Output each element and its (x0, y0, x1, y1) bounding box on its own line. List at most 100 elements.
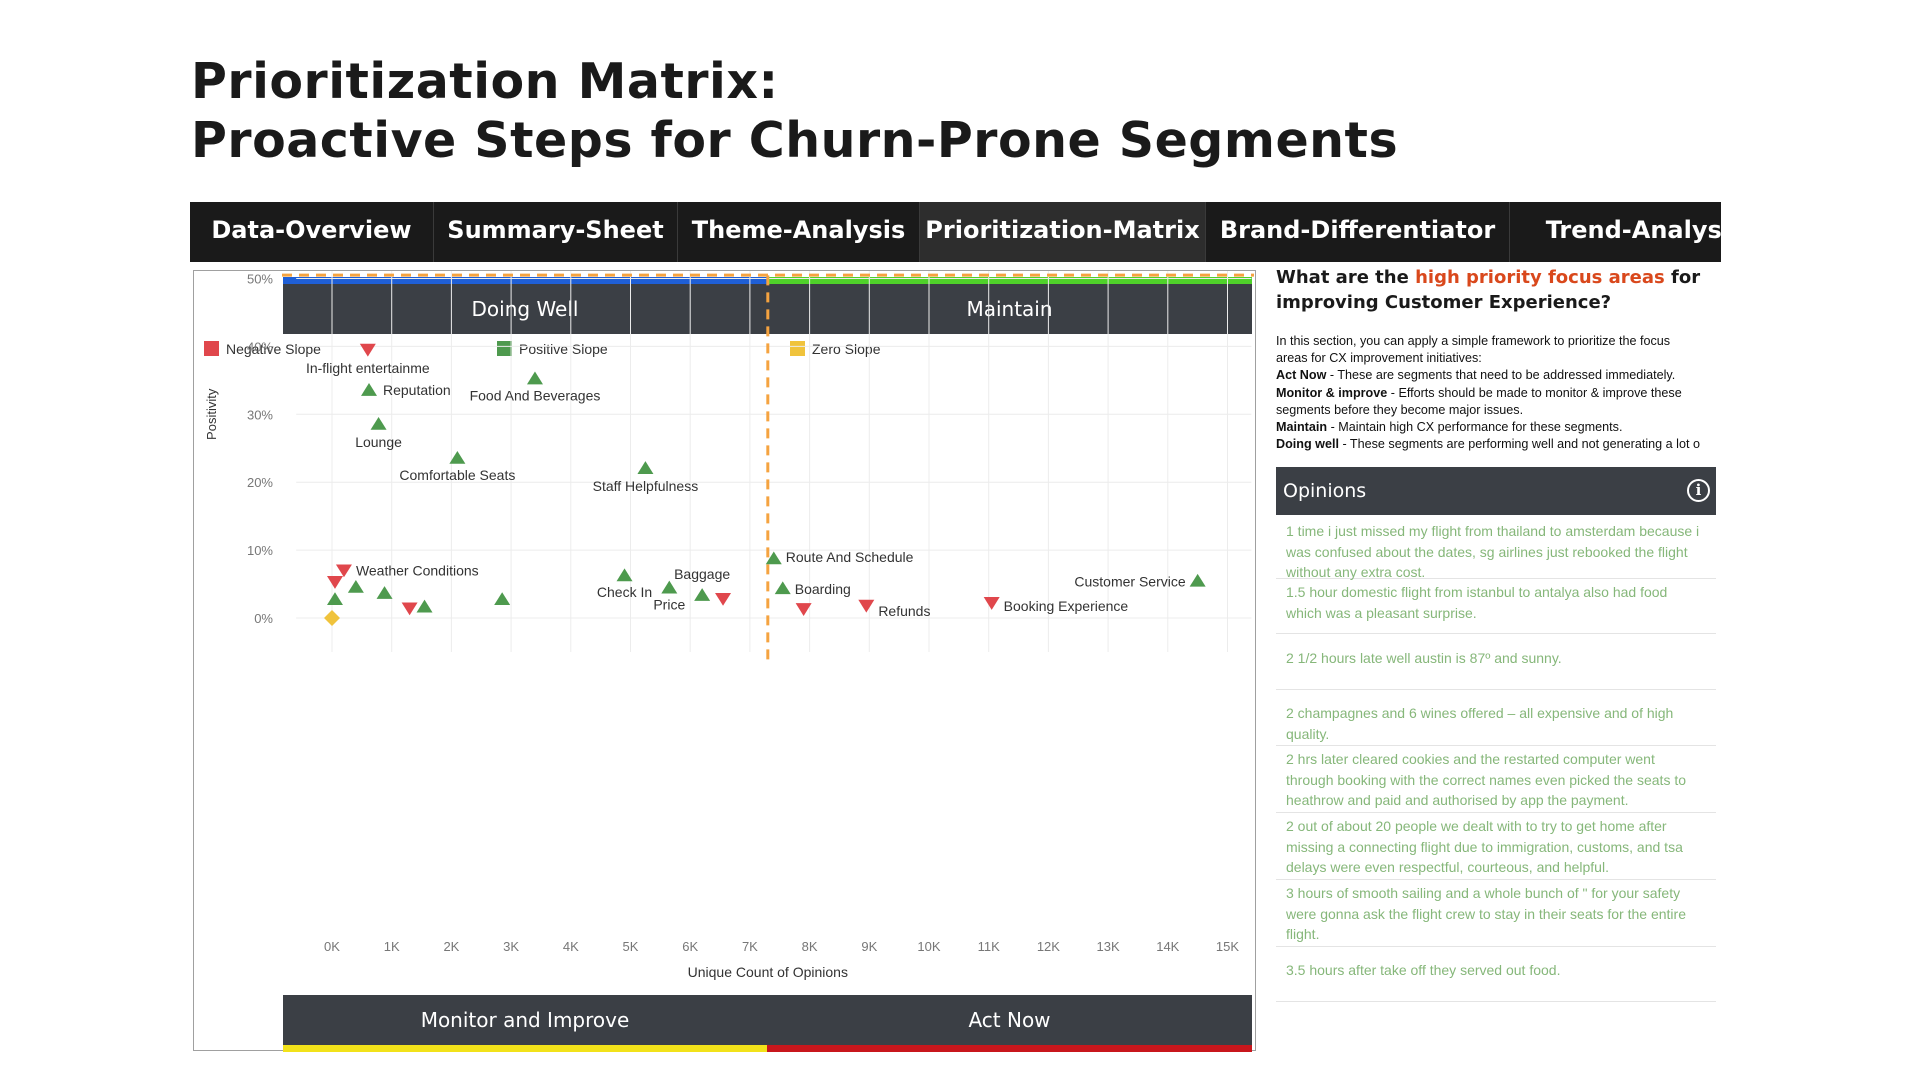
point-label: Refunds (878, 603, 930, 619)
x-tick-label: 9K (861, 939, 877, 954)
maintain-term: Maintain (1276, 420, 1328, 435)
point-label: Staff Helpfulness (593, 478, 699, 494)
x-tick-label: 14K (1156, 939, 1179, 954)
opinion-item: 2 out of about 20 people we dealt with t… (1276, 813, 1716, 880)
tab-theme-analysis[interactable]: Theme-Analysis (678, 202, 920, 262)
y-tick-label: 20% (247, 475, 273, 490)
x-tick-label: 3K (503, 939, 519, 954)
x-tick-label: 8K (802, 939, 818, 954)
prioritization-matrix: Doing Well Maintain Negative Slope Posit… (193, 270, 1256, 1052)
x-axis-title: Unique Count of Opinions (688, 964, 848, 980)
act-now-term: Act Now (1276, 368, 1327, 383)
opinion-item: 2 hrs later cleared cookies and the rest… (1276, 746, 1716, 813)
act-now-desc: - These are segments that need to be add… (1326, 368, 1676, 383)
framework-act-now: Act Now - These are segments that need t… (1276, 367, 1726, 384)
x-tick-label: 5K (623, 939, 639, 954)
negative-slope-marker (983, 597, 1000, 610)
quadrant-maintain: Maintain (767, 284, 1252, 334)
legend-label-zero: Zero Slope (812, 341, 881, 357)
monitor-desc: - Efforts should be made to monitor & im… (1387, 385, 1682, 400)
x-tick-label: 10K (917, 939, 940, 954)
framework-description: In this section, you can apply a simple … (1276, 333, 1726, 453)
panel-question-post: for improving Customer Experience? (1276, 267, 1701, 313)
legend-label-positive: Positive Slope (519, 341, 608, 357)
positive-slope-marker (416, 599, 433, 613)
x-tick-label: 4K (563, 939, 579, 954)
opinions-title: Opinions (1283, 480, 1367, 502)
info-icon[interactable]: i (1687, 479, 1710, 502)
panel-question-highlight: high priority focus areas (1415, 267, 1665, 288)
positive-slope-marker (774, 581, 791, 595)
opinion-item: 3 hours of smooth sailing and a whole bu… (1276, 880, 1716, 947)
x-tick-label: 7K (742, 939, 758, 954)
tab-data-overview[interactable]: Data-Overview (190, 202, 434, 262)
point-label: Check In (597, 584, 652, 600)
opinions-list[interactable]: 1 time i just missed my flight from thai… (1276, 518, 1716, 1002)
negative-slope-marker (401, 602, 418, 616)
y-tick-label: 40% (247, 339, 273, 354)
framework-monitor: Monitor & improve - Efforts should be ma… (1276, 385, 1726, 402)
tab-trend-analysis[interactable]: Trend-Analysis (1545, 216, 1721, 244)
negative-slope-marker (326, 576, 343, 589)
y-tick-label: 10% (247, 543, 273, 558)
negative-slope-marker (335, 564, 352, 578)
page-title: Prioritization Matrix: Proactive Steps f… (191, 52, 1398, 170)
legend-swatch-negative (204, 341, 219, 356)
opinion-item: 1 time i just missed my flight from thai… (1276, 518, 1716, 580)
panel-question: What are the high priority focus areas f… (1276, 265, 1726, 315)
framework-intro-2: areas for CX improvement initiatives: (1276, 351, 1482, 366)
tab-summary-sheet[interactable]: Summary-Sheet (434, 202, 678, 262)
negative-slope-marker (795, 603, 812, 616)
negative-slope-marker (715, 592, 732, 606)
point-label: Reputation (383, 382, 451, 398)
legend-label-negative: Negative Slope (226, 341, 321, 357)
right-panel: What are the high priority focus areas f… (1276, 265, 1726, 1055)
quadrant-act-now: Act Now (767, 995, 1252, 1045)
framework-maintain: Maintain - Maintain high CX performance … (1276, 419, 1726, 436)
doing-well-term: Doing well (1276, 437, 1339, 452)
positive-slope-marker (370, 417, 387, 430)
x-tick-label: 12K (1037, 939, 1060, 954)
tab-brand-differentiator[interactable]: Brand-Differentiator (1206, 202, 1510, 262)
scatter-chart: 0K 1K 2K 3K 4K 5K 6K 7K 8K 9K 10K 11K 12K 13K 14K 15K 0%… (204, 271, 1254, 980)
opinion-item: 2 champagnes and 6 wines offered – all e… (1276, 690, 1716, 746)
page-title-line-2: Proactive Steps for Churn-Prone Segments (191, 112, 1399, 169)
x-tick-label: 15K (1216, 939, 1239, 954)
positive-slope-marker (526, 371, 543, 385)
maintain-strip (767, 277, 1252, 284)
point-label: Customer Service (1074, 574, 1185, 590)
x-tick-label: 0K (324, 939, 340, 954)
opinions-header: Opinions i (1276, 467, 1716, 515)
positive-slope-marker (494, 592, 511, 605)
positive-slope-marker (661, 580, 678, 594)
point-label: Boarding (795, 581, 851, 597)
positive-slope-marker (1189, 573, 1206, 587)
legend-negative-slope: Negative Slope (204, 341, 321, 357)
x-tick-label: 1K (384, 939, 400, 954)
tab-prioritization-matrix[interactable]: Prioritization-Matrix (920, 202, 1206, 262)
point-label: In-flight entertainme (306, 360, 430, 376)
act-now-strip (767, 1045, 1252, 1052)
framework-intro: In this section, you can apply a simple … (1276, 334, 1671, 348)
quadrant-doing-well: Doing Well (283, 284, 767, 334)
y-tick-label: 30% (247, 407, 273, 422)
positive-slope-marker (449, 450, 466, 464)
positive-slope-marker (376, 586, 393, 599)
monitor-strip (283, 1045, 767, 1052)
x-tick-label: 11K (978, 939, 1000, 954)
point-label: Route And Schedule (786, 549, 914, 565)
point-label: Baggage (674, 566, 730, 582)
positive-slope-marker (361, 383, 378, 396)
doing-well-strip (283, 277, 767, 284)
x-tick-label: 6K (682, 939, 698, 954)
y-tick-label: 0% (254, 611, 273, 626)
point-label: Booking Experience (1004, 598, 1129, 614)
point-label: Food And Beverages (470, 387, 601, 403)
positive-slope-marker (616, 568, 633, 582)
point-label: Weather Conditions (356, 562, 479, 578)
monitor-term: Monitor & improve (1276, 385, 1388, 400)
positive-slope-marker (326, 592, 343, 605)
framework-monitor-2: segments before they become major issues… (1276, 402, 1524, 417)
x-tick-label: 2K (443, 939, 459, 954)
